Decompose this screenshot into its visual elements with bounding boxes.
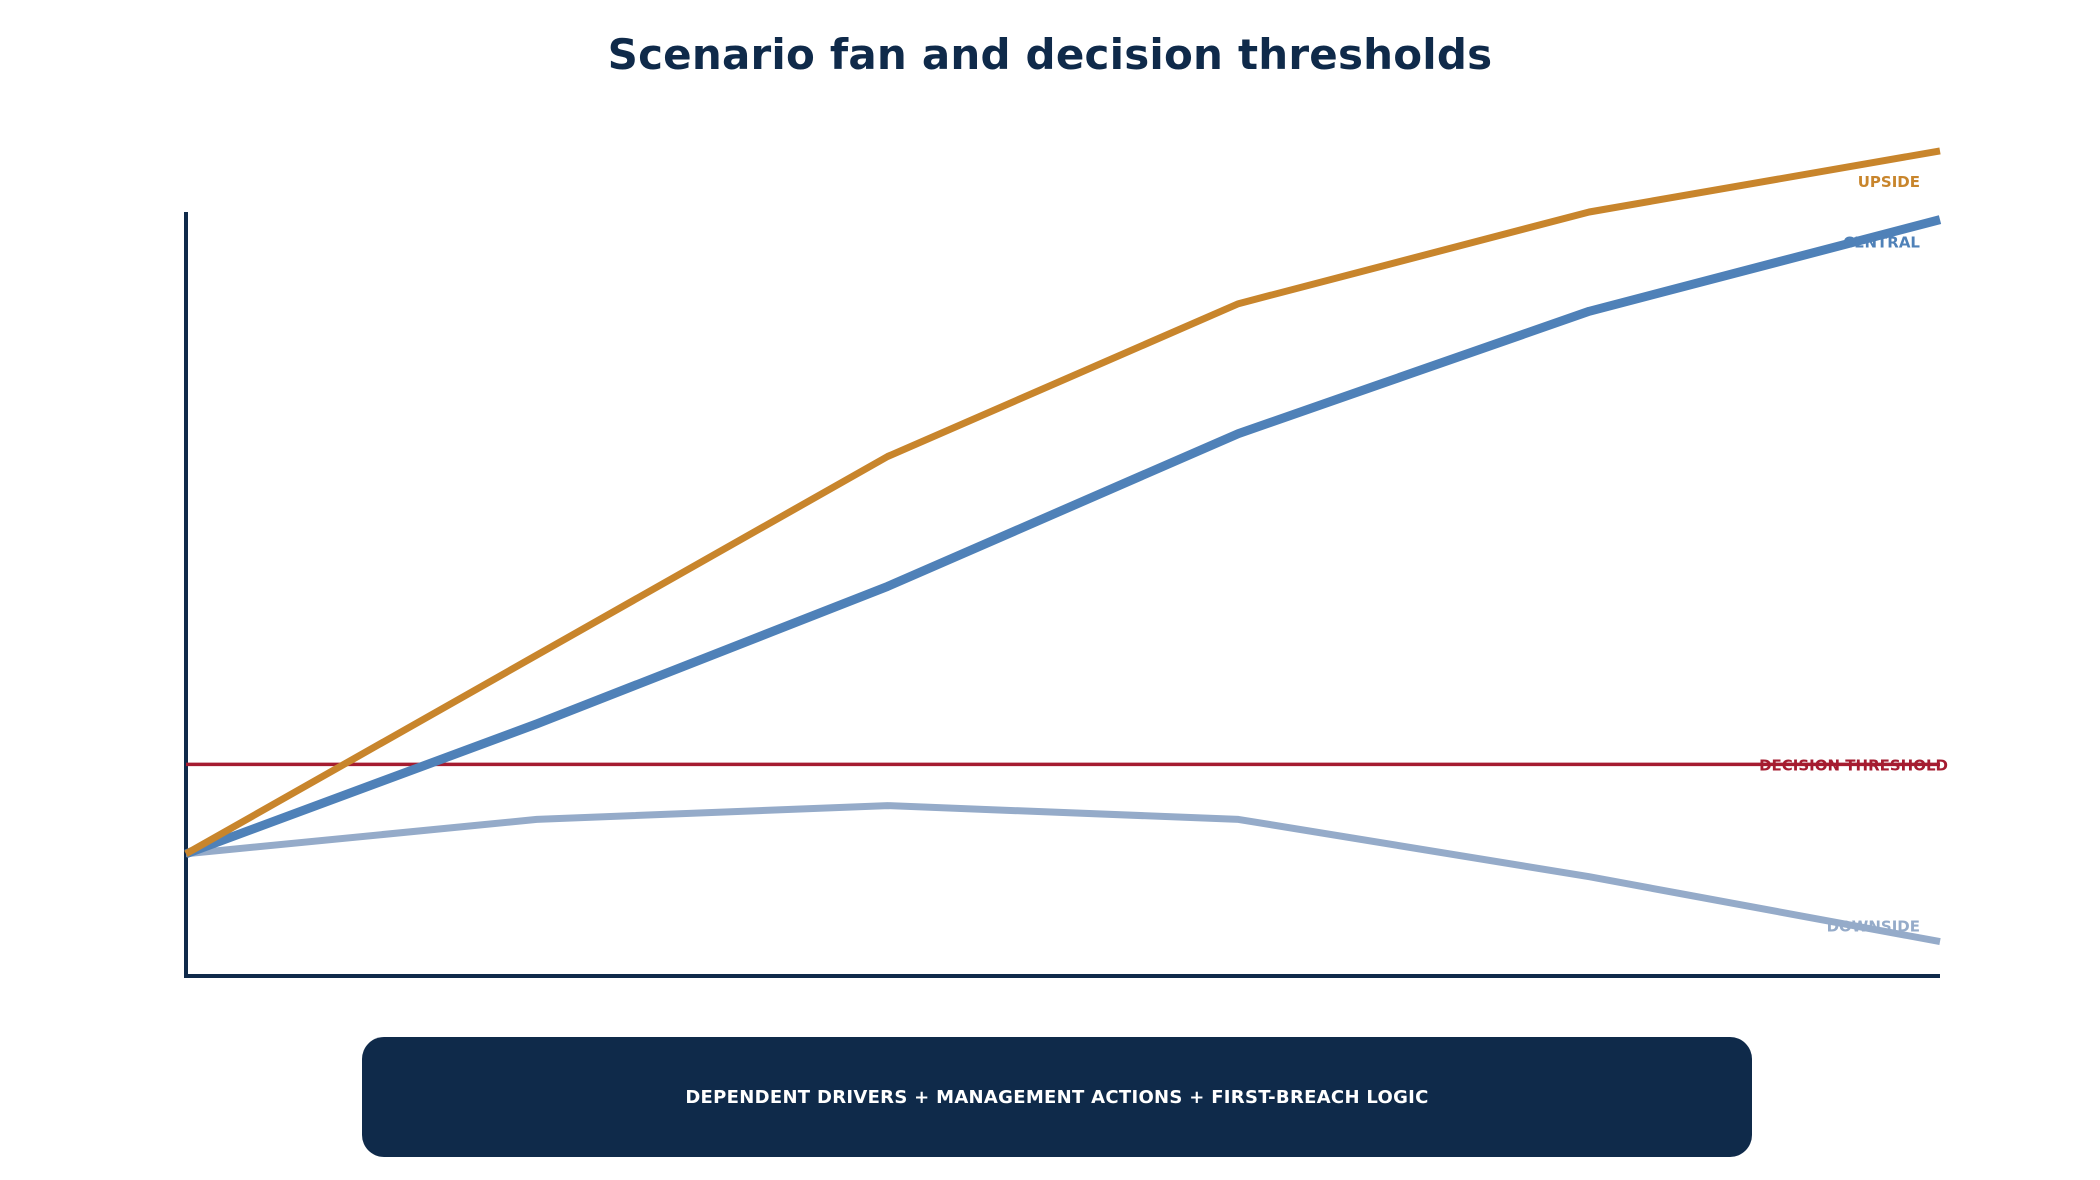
series-layer	[184, 147, 1942, 946]
series-label-central: CENTRAL	[1843, 234, 1920, 252]
method-banner: DEPENDENT DRIVERS + MANAGEMENT ACTIONS +…	[362, 1037, 1752, 1157]
decision-threshold-label: DECISION THRESHOLD	[1759, 756, 1948, 774]
chart-title: Scenario fan and decision thresholds	[607, 30, 1493, 79]
label-layer: DECISION THRESHOLD UPSIDE CENTRAL DOWNSIDE	[1759, 173, 1948, 936]
series-line-central	[184, 215, 1942, 859]
series-line-downside	[185, 802, 1941, 946]
series-label-downside: DOWNSIDE	[1827, 918, 1920, 936]
method-banner-text: DEPENDENT DRIVERS + MANAGEMENT ACTIONS +…	[685, 1086, 1429, 1108]
series-line-upside	[184, 147, 1941, 857]
series-label-upside: UPSIDE	[1858, 173, 1920, 191]
